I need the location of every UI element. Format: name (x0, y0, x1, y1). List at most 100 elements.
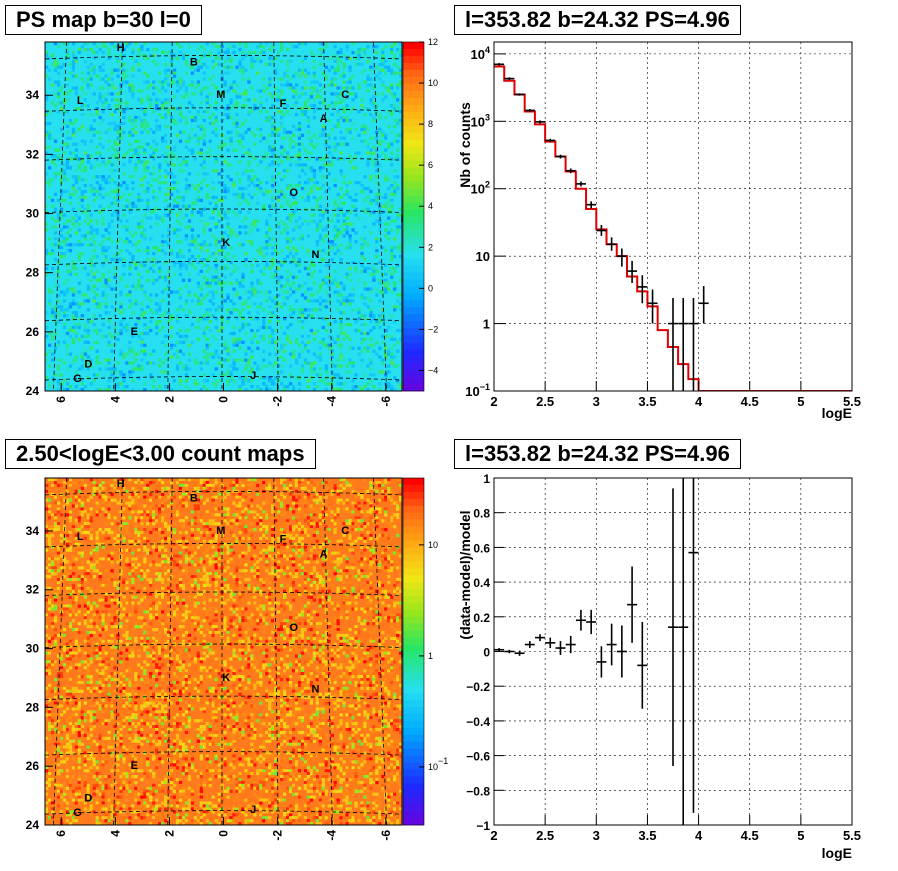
map-cell (381, 204, 385, 208)
map-cell (128, 263, 132, 268)
map-cell (393, 308, 397, 312)
map-cell (214, 317, 218, 321)
map-cell (366, 346, 370, 350)
map-cell (107, 385, 111, 389)
map-cell (238, 59, 242, 64)
map-cell (229, 260, 233, 265)
map-cell (169, 210, 174, 214)
map-cell (134, 519, 138, 523)
map-cell (354, 192, 358, 197)
map-cell (372, 272, 376, 276)
map-cell (74, 322, 79, 327)
map-cell (387, 216, 391, 220)
map-cell (77, 107, 81, 111)
map-cell (184, 160, 189, 164)
map-cell (244, 364, 248, 368)
map-cell (318, 157, 322, 161)
map-cell (375, 148, 379, 152)
map-cell (375, 44, 379, 49)
colorbar-segment (403, 62, 424, 71)
map-cell (146, 56, 150, 61)
map-cell (217, 513, 221, 517)
map-cell (217, 308, 221, 312)
map-cell (155, 86, 159, 90)
map-cell (101, 222, 105, 226)
map-cell (354, 498, 358, 502)
map-cell (387, 510, 391, 514)
map-cell (244, 186, 248, 191)
map-cell (143, 498, 147, 502)
map-cell (285, 110, 290, 114)
map-cell (193, 198, 198, 203)
map-cell (131, 483, 135, 488)
map-cell (196, 142, 200, 146)
map-cell (268, 290, 272, 294)
map-cell (74, 311, 79, 315)
map-cell (161, 154, 165, 158)
map-cell (372, 266, 376, 271)
map-cell (50, 136, 55, 140)
map-cell (366, 349, 370, 353)
map-cell (184, 373, 189, 377)
map-cell (300, 110, 305, 114)
map-cell (330, 112, 334, 117)
map-cell (241, 325, 245, 330)
map-cell (306, 251, 311, 256)
map-cell (369, 483, 373, 488)
map-cell (232, 492, 236, 496)
map-cell (291, 311, 296, 315)
map-cell (244, 489, 248, 493)
map-cell (47, 385, 52, 389)
map-cell (285, 237, 290, 241)
map-cell (220, 501, 224, 505)
map-cell (199, 198, 203, 203)
map-cell (259, 101, 263, 105)
map-cell (155, 510, 159, 514)
map-cell (53, 139, 58, 143)
map-cell (56, 311, 61, 315)
map-cell (104, 101, 108, 105)
map-cell (354, 154, 358, 158)
map-cell (226, 358, 230, 362)
map-cell (351, 364, 355, 368)
map-cell (143, 163, 147, 167)
map-cell (59, 157, 64, 161)
map-cell (62, 189, 67, 194)
map-cell (300, 59, 305, 64)
map-cell (56, 507, 61, 511)
map-cell (277, 266, 281, 271)
map-cell (330, 80, 334, 84)
map-cell (74, 266, 79, 271)
map-cell (199, 495, 203, 499)
map-cell (300, 293, 305, 297)
map-cell (178, 240, 183, 244)
map-cell (348, 130, 352, 134)
map-cell (288, 145, 293, 149)
colorbar-segment (403, 139, 424, 147)
map-cell (387, 86, 391, 90)
map-cell (196, 320, 200, 324)
map-cell (396, 228, 400, 232)
map-cell (253, 290, 257, 294)
map-cell (205, 243, 209, 247)
map-cell (291, 308, 296, 312)
map-cell (336, 234, 340, 238)
map-cell (53, 68, 58, 72)
map-cell (312, 519, 317, 523)
map-cell (232, 364, 236, 368)
map-cell (238, 504, 242, 508)
map-cell (348, 358, 352, 362)
map-cell (399, 483, 402, 488)
map-cell (140, 183, 144, 188)
map-cell (253, 222, 257, 226)
map-cell (324, 189, 328, 194)
map-cell (104, 480, 108, 485)
map-cell (381, 340, 385, 344)
map-cell (265, 42, 269, 46)
map-cell (131, 175, 135, 179)
map-cell (110, 121, 114, 126)
map-cell (357, 50, 361, 55)
map-cell (280, 287, 284, 291)
map-cell (324, 328, 328, 333)
map-cell (303, 74, 308, 78)
